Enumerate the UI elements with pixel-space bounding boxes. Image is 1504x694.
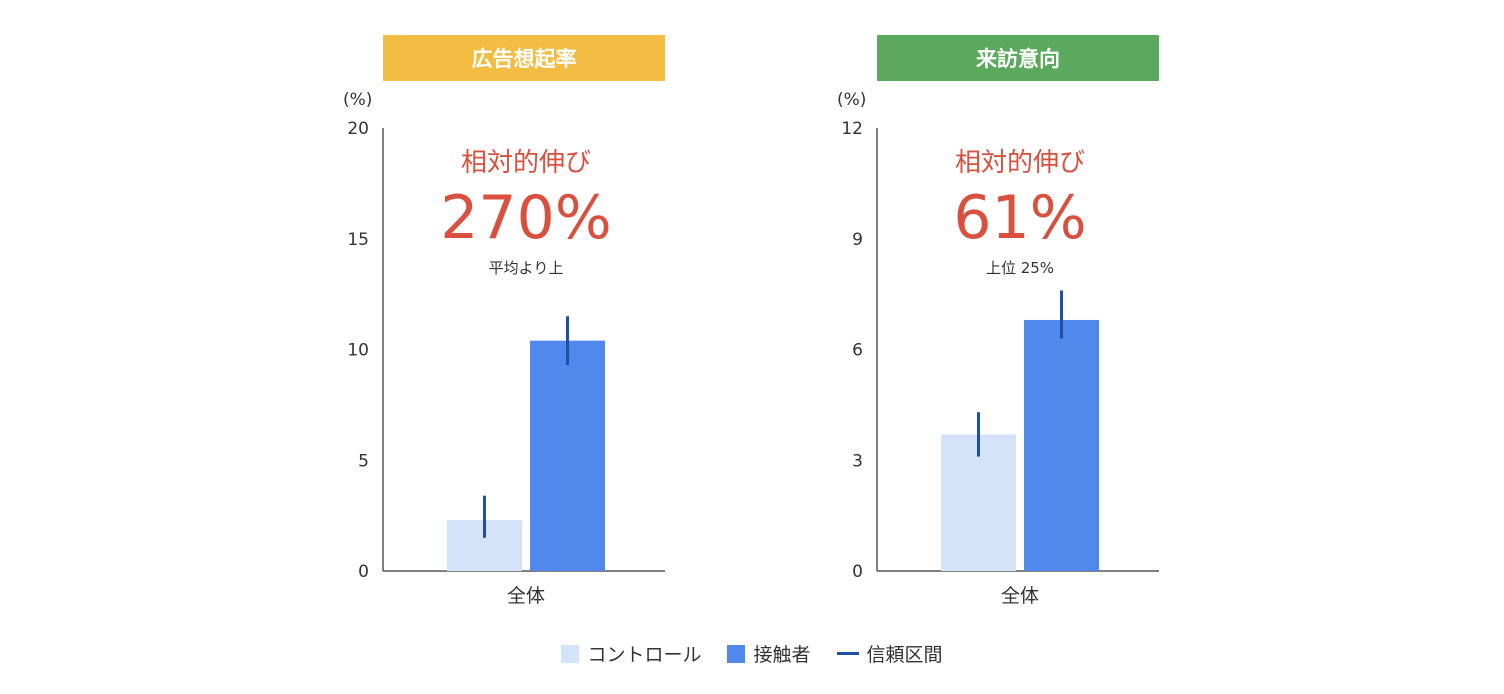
legend-item-exposed: 接触者: [727, 640, 811, 667]
annotation-label: 相対的伸び: [955, 148, 1085, 178]
y-tick-label: 3: [852, 451, 863, 471]
bar-exposed: [1024, 319, 1099, 571]
y-tick-label: 6: [852, 341, 863, 361]
legend-label-exposed: 接触者: [753, 644, 811, 666]
y-axis-unit: (%): [343, 90, 373, 110]
legend-swatch-ci: [836, 652, 859, 655]
chart-title: 来訪意向: [976, 47, 1060, 71]
legend-label-control: コントロール: [587, 644, 702, 666]
legend-swatch-control: [561, 644, 580, 663]
legend-item-ci: 信頼区間: [836, 640, 943, 667]
y-tick-label: 20: [347, 119, 369, 139]
chart-title: 広告想起率: [471, 47, 577, 71]
bar-control: [941, 434, 1016, 571]
annotation-label: 相対的伸び: [461, 148, 591, 178]
y-tick-label: 0: [852, 562, 863, 582]
y-tick-label: 12: [841, 119, 863, 139]
chart-title-band: 広告想起率: [383, 35, 665, 81]
chart-title-band: 来訪意向: [877, 35, 1159, 81]
y-tick-label: 0: [358, 562, 369, 582]
legend-item-control: コントロール: [561, 640, 701, 667]
annotation-value: 61%: [953, 183, 1086, 253]
annotation-note: 上位 25%: [986, 259, 1054, 277]
y-tick-label: 9: [852, 230, 863, 250]
annotation-note: 平均より上: [489, 259, 564, 277]
y-axis-unit: (%): [837, 90, 867, 110]
legend-label-ci: 信頼区間: [866, 644, 943, 666]
legend: コントロール 接触者 信頼区間: [0, 640, 1504, 667]
x-tick-label: 全体: [1001, 585, 1039, 607]
annotation-value: 270%: [440, 183, 612, 253]
legend-swatch-exposed: [727, 644, 746, 663]
y-tick-label: 15: [347, 230, 369, 250]
x-tick-label: 全体: [507, 585, 545, 607]
bar-exposed: [530, 340, 605, 571]
y-tick-label: 10: [347, 341, 369, 361]
y-tick-label: 5: [358, 451, 369, 471]
